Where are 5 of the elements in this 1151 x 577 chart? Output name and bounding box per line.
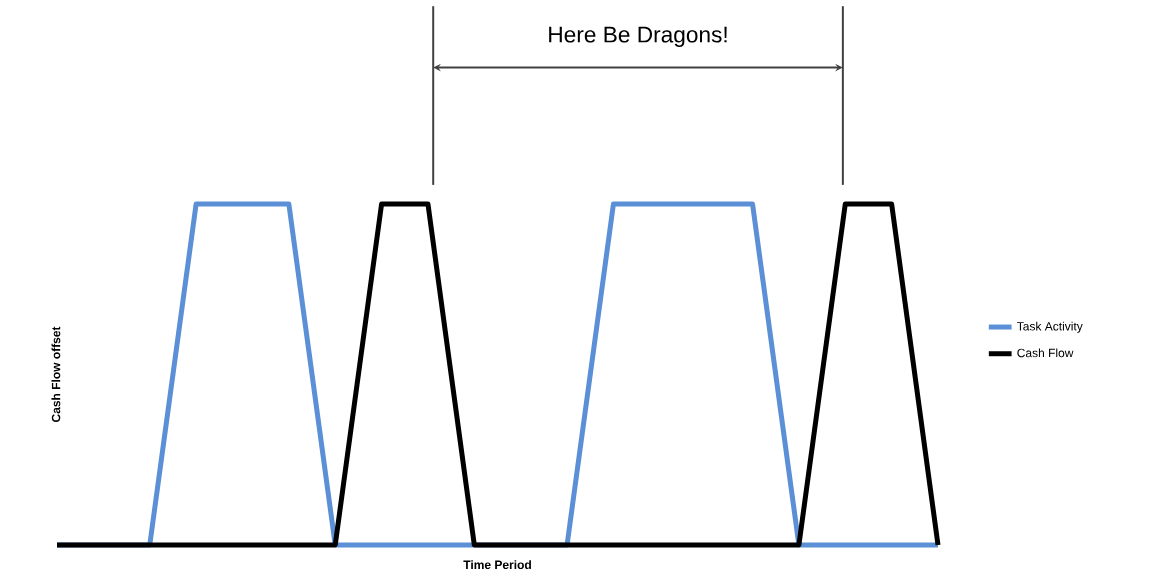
- legend-label: Cash Flow: [1017, 348, 1074, 358]
- legend-label: Task Activity: [1017, 321, 1083, 333]
- y-axis-title: Cash Flow offset: [51, 326, 61, 422]
- x-axis-title: Time Period: [463, 560, 531, 570]
- text: Here Be Dragons!: [549, 26, 727, 48]
